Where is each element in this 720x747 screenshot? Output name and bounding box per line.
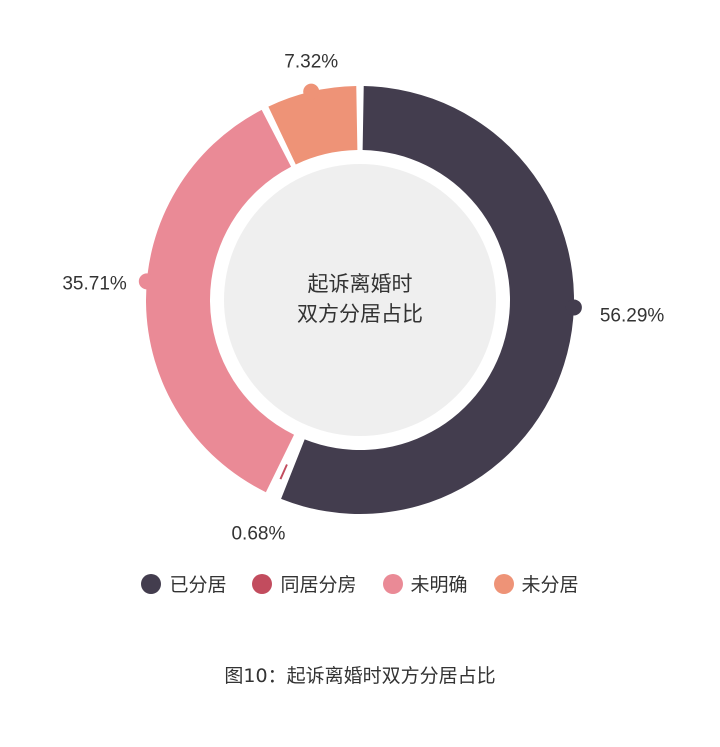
donut-chart: 56.29% 0.68% 35.71% 7.32% 起诉离婚时 双方分居占比 (62, 52, 664, 545)
label-marker-dot (565, 299, 582, 316)
slice-not-separated (268, 86, 358, 165)
data-label-not-separated: 7.32% (284, 52, 338, 73)
chart-center-title-line1: 起诉离婚时 (308, 272, 413, 296)
data-labels: 56.29% 0.68% 35.71% 7.32% (62, 52, 664, 545)
slice-separated (281, 86, 574, 514)
legend-label: 同居分房 (280, 574, 357, 596)
legend-item-unclear: 未明确 (382, 570, 468, 597)
legend-label: 未分居 (521, 574, 579, 596)
data-label-cohabit-separate-rooms: 0.68% (231, 524, 285, 545)
slice-unclear (146, 109, 295, 493)
legend-item-not-separated: 未分居 (493, 570, 579, 597)
legend-item-cohabit-separate-rooms: 同居分房 (252, 570, 357, 597)
legend-label: 未明确 (410, 574, 468, 596)
legend-label: 已分居 (169, 574, 227, 596)
donut-slices (138, 83, 582, 514)
label-marker-dot (303, 83, 320, 100)
data-label-separated: 56.29% (600, 305, 665, 326)
data-label-unclear: 35.71% (62, 273, 127, 294)
legend-swatch (252, 573, 273, 594)
chart-legend: 已分居 同居分房 未明确 未分居 (0, 570, 720, 597)
label-marker-dot (138, 273, 155, 290)
legend-item-separated: 已分居 (141, 570, 226, 597)
figure-caption: 图10：起诉离婚时双方分居占比 (224, 665, 496, 687)
slice-cohabit-separate-rooms (279, 464, 288, 480)
legend-swatch (141, 573, 162, 594)
chart-center-disc (224, 164, 496, 436)
chart-center-title-line2: 双方分居占比 (297, 302, 423, 326)
legend-swatch (493, 573, 514, 594)
legend-swatch (382, 573, 403, 594)
